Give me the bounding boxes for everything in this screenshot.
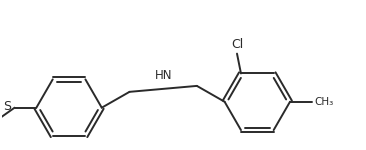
Text: S: S xyxy=(4,100,12,113)
Text: CH₃: CH₃ xyxy=(315,97,334,107)
Text: Cl: Cl xyxy=(231,38,243,51)
Text: HN: HN xyxy=(154,69,172,82)
